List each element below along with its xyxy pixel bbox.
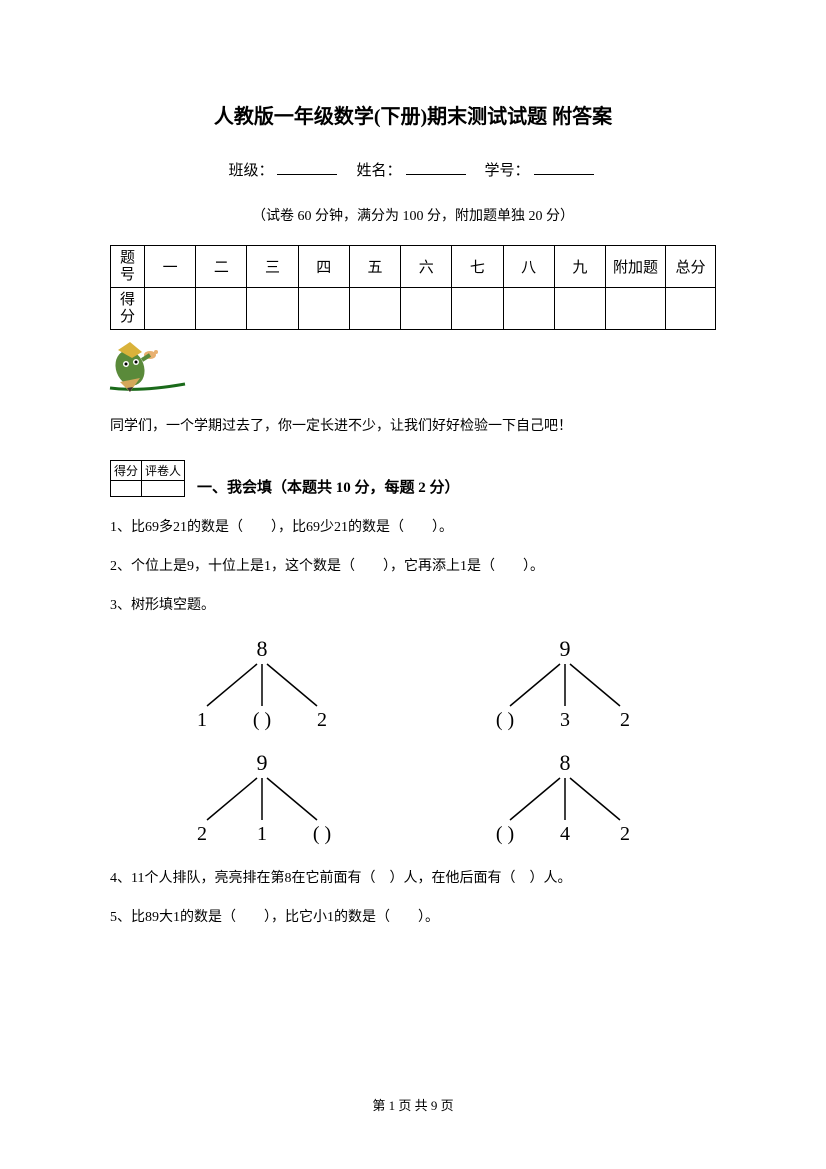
svg-text:2: 2 (197, 823, 207, 845)
col-3: 三 (247, 246, 298, 288)
cell-11[interactable] (666, 288, 716, 330)
page-title: 人教版一年级数学(下册)期末测试试题 附答案 (110, 100, 716, 129)
cell-1[interactable] (145, 288, 196, 330)
svg-text:9: 9 (559, 636, 570, 661)
class-blank[interactable] (277, 161, 337, 175)
tree-2: 9 ( ) 3 2 (480, 634, 650, 734)
svg-text:( ): ( ) (495, 709, 513, 731)
mini-score-table: 得分 评卷人 (110, 460, 185, 497)
name-label: 姓名： (356, 163, 401, 179)
question-5: 5、比89大1的数是（ ），比它小1的数是（ ）。 (110, 907, 716, 928)
cell-7[interactable] (452, 288, 503, 330)
info-line: 班级： 姓名： 学号： (110, 159, 716, 180)
svg-text:3: 3 (560, 709, 570, 731)
score-header-row: 题号 一 二 三 四 五 六 七 八 九 附加题 总分 (111, 246, 716, 288)
id-blank[interactable] (534, 161, 594, 175)
svg-text:1: 1 (197, 709, 207, 731)
section-1-header: 得分 评卷人 一、我会填（本题共 10 分，每题 2 分） (110, 460, 716, 497)
mini-c1[interactable] (111, 481, 142, 497)
col-11: 总分 (666, 246, 716, 288)
svg-text:2: 2 (620, 823, 630, 845)
class-label: 班级： (228, 163, 273, 179)
score-value-row: 得分 (111, 288, 716, 330)
question-1: 1、比69多21的数是（ ），比69少21的数是（ ）。 (110, 517, 716, 538)
id-label: 学号： (485, 163, 530, 179)
question-3: 3、树形填空题。 (110, 595, 716, 616)
col-8: 八 (503, 246, 554, 288)
svg-text:1: 1 (257, 823, 267, 845)
col-4: 四 (298, 246, 349, 288)
svg-text:2: 2 (620, 709, 630, 731)
question-4: 4、11个人排队，亮亮排在第8在它前面有（ ）人，在他后面有（ ）人。 (110, 868, 716, 889)
cell-10[interactable] (606, 288, 666, 330)
svg-text:( ): ( ) (312, 823, 330, 845)
score-row2-label: 得分 (111, 288, 145, 330)
col-9: 九 (554, 246, 605, 288)
mini-c2[interactable] (142, 481, 185, 497)
cell-8[interactable] (503, 288, 554, 330)
section-1-title: 一、我会填（本题共 10 分，每题 2 分） (197, 480, 460, 496)
tree-1: 8 1 ( ) 2 (177, 634, 347, 734)
svg-text:2: 2 (317, 709, 327, 731)
tree-diagrams: 8 1 ( ) 2 9 2 1 ( ) 9 ( ) 3 2 (110, 634, 716, 848)
cell-9[interactable] (554, 288, 605, 330)
cell-2[interactable] (196, 288, 247, 330)
score-row1-label: 题号 (111, 246, 145, 288)
svg-text:8: 8 (256, 636, 267, 661)
col-7: 七 (452, 246, 503, 288)
mini-h1: 得分 (111, 461, 142, 481)
intro-text: 同学们，一个学期过去了，你一定长进不少，让我们好好检验一下自己吧！ (110, 415, 716, 435)
cell-4[interactable] (298, 288, 349, 330)
svg-text:8: 8 (559, 750, 570, 775)
mini-h2: 评卷人 (142, 461, 185, 481)
col-1: 一 (145, 246, 196, 288)
cell-3[interactable] (247, 288, 298, 330)
svg-text:( ): ( ) (495, 823, 513, 845)
cell-6[interactable] (401, 288, 452, 330)
exam-subinfo: （试卷 60 分钟，满分为 100 分，附加题单独 20 分） (110, 205, 716, 225)
svg-text:( ): ( ) (252, 709, 270, 731)
svg-text:9: 9 (256, 750, 267, 775)
tree-4: 8 ( ) 4 2 (480, 748, 650, 848)
col-10: 附加题 (606, 246, 666, 288)
name-blank[interactable] (406, 161, 466, 175)
col-6: 六 (401, 246, 452, 288)
svg-text:4: 4 (560, 823, 570, 845)
col-5: 五 (349, 246, 400, 288)
col-2: 二 (196, 246, 247, 288)
score-table: 题号 一 二 三 四 五 六 七 八 九 附加题 总分 得分 (110, 245, 716, 330)
page-footer: 第 1 页 共 9 页 (0, 1095, 826, 1114)
pencil-icon (100, 340, 716, 405)
cell-5[interactable] (349, 288, 400, 330)
tree-3: 9 2 1 ( ) (177, 748, 347, 848)
question-2: 2、个位上是9，十位上是1，这个数是（ ），它再添上1是（ ）。 (110, 556, 716, 577)
